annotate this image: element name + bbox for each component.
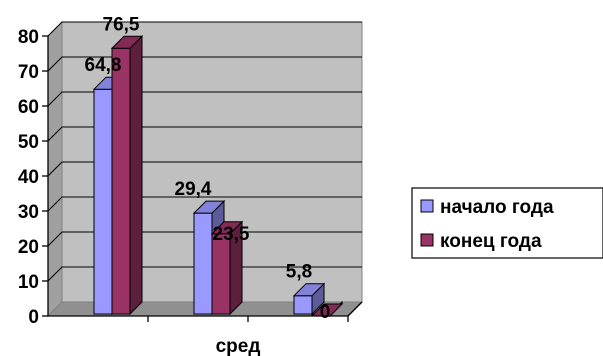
bar <box>310 300 344 318</box>
legend-swatch-nachalo-goda <box>420 199 434 213</box>
bar-front <box>93 88 113 315</box>
legend-label-nachalo-goda: начало года <box>440 197 554 218</box>
data-label: 0 <box>320 302 331 323</box>
y-tick-label: 70 <box>18 62 39 83</box>
bar-side <box>129 35 143 316</box>
y-tick-label: 30 <box>18 202 39 223</box>
y-tick-label: 80 <box>18 27 39 48</box>
x-axis-depth-line <box>347 301 363 317</box>
bar <box>110 35 144 316</box>
gridline <box>47 91 362 107</box>
bar-front <box>111 47 131 315</box>
y-tick-label: 20 <box>18 237 39 258</box>
bar-top <box>192 200 226 214</box>
bar-top <box>292 283 326 297</box>
gridline <box>47 161 362 177</box>
gridline <box>47 56 362 72</box>
y-tick-label: 60 <box>18 97 39 118</box>
x-axis-title: сред <box>216 336 261 356</box>
bar <box>292 282 326 316</box>
data-label: 76,5 <box>103 14 140 35</box>
y-tick-label: 10 <box>18 272 39 293</box>
data-label: 64,8 <box>85 55 122 76</box>
bar-front <box>293 295 313 315</box>
data-label: 5,8 <box>286 262 312 283</box>
y-tick-label: 0 <box>28 307 39 328</box>
data-label: 29,4 <box>175 179 212 200</box>
legend: начало года конец года <box>411 187 603 259</box>
data-labels: 64,8 76,5 29,4 23,5 5,8 0 <box>85 14 331 323</box>
bar-front <box>193 212 213 315</box>
data-label: 23,5 <box>213 224 250 245</box>
gridline <box>47 196 362 212</box>
legend-frame <box>411 187 603 259</box>
gridlines <box>47 21 362 282</box>
bar <box>210 220 244 316</box>
gridline <box>47 126 362 142</box>
bar-front <box>211 233 231 315</box>
y-tick-label: 40 <box>18 167 39 188</box>
y-axis: 0 10 20 30 40 50 60 70 80 <box>18 27 363 328</box>
gridline <box>47 231 362 247</box>
y-tick-label: 50 <box>18 132 39 153</box>
gridline <box>47 266 362 282</box>
legend-swatch-konec-goda <box>420 233 434 247</box>
gridline <box>47 21 362 37</box>
legend-label-konec-goda: конец года <box>440 231 542 252</box>
bar-top <box>210 221 244 235</box>
bars <box>92 35 344 318</box>
bar-top <box>110 35 144 49</box>
